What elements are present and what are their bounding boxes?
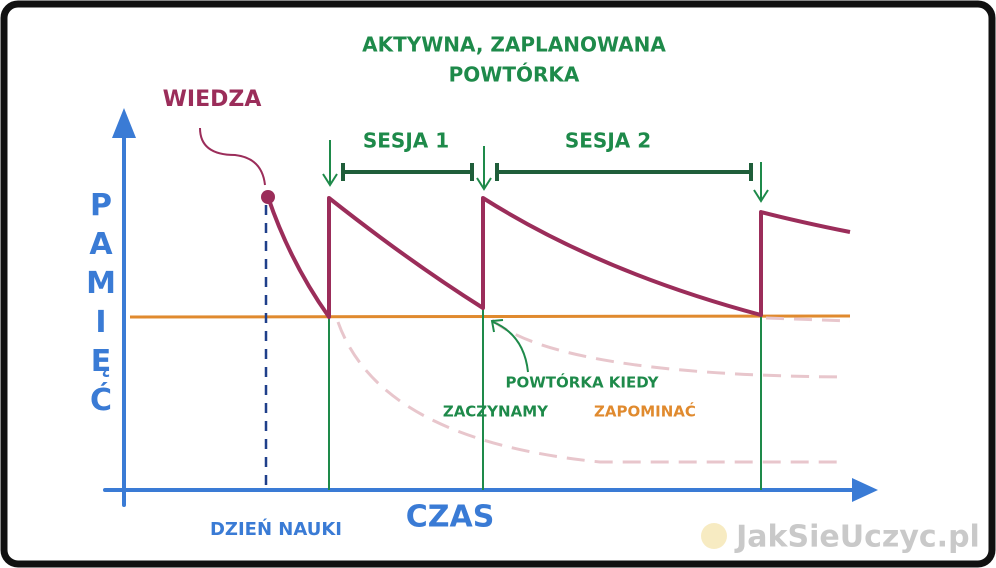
note-line: POWTÓRKA KIEDY	[506, 373, 660, 392]
title-line: POWTÓRKA	[449, 63, 580, 87]
note-line: ZACZYNAMY	[443, 403, 549, 421]
session-label: SESJA 1	[363, 129, 449, 153]
memory-curve	[266, 196, 851, 319]
note-highlight: ZAPOMINAĆ	[594, 402, 696, 421]
title-line: AKTYWNA, ZAPLANOWANA	[362, 33, 666, 57]
review-arrows	[322, 140, 769, 373]
y-arrow	[112, 108, 136, 138]
knowledge-connector	[199, 127, 266, 186]
x-axis-label: CZAS	[406, 500, 495, 535]
watermark: JakSieUczyc.pl	[734, 520, 980, 555]
knowledge-label: WIEDZA	[163, 87, 262, 112]
threshold-line	[129, 314, 851, 319]
study-day-label: DZIEŃ NAUKI	[210, 518, 342, 540]
x-arrow	[852, 478, 878, 502]
watermark-logo	[701, 523, 727, 549]
session-label: SESJA 2	[565, 129, 651, 153]
forgetting-curves	[336, 316, 851, 464]
session-bars	[341, 163, 753, 181]
y-axis-label: PAMIĘĆ	[84, 188, 119, 422]
start-dot	[261, 190, 275, 204]
